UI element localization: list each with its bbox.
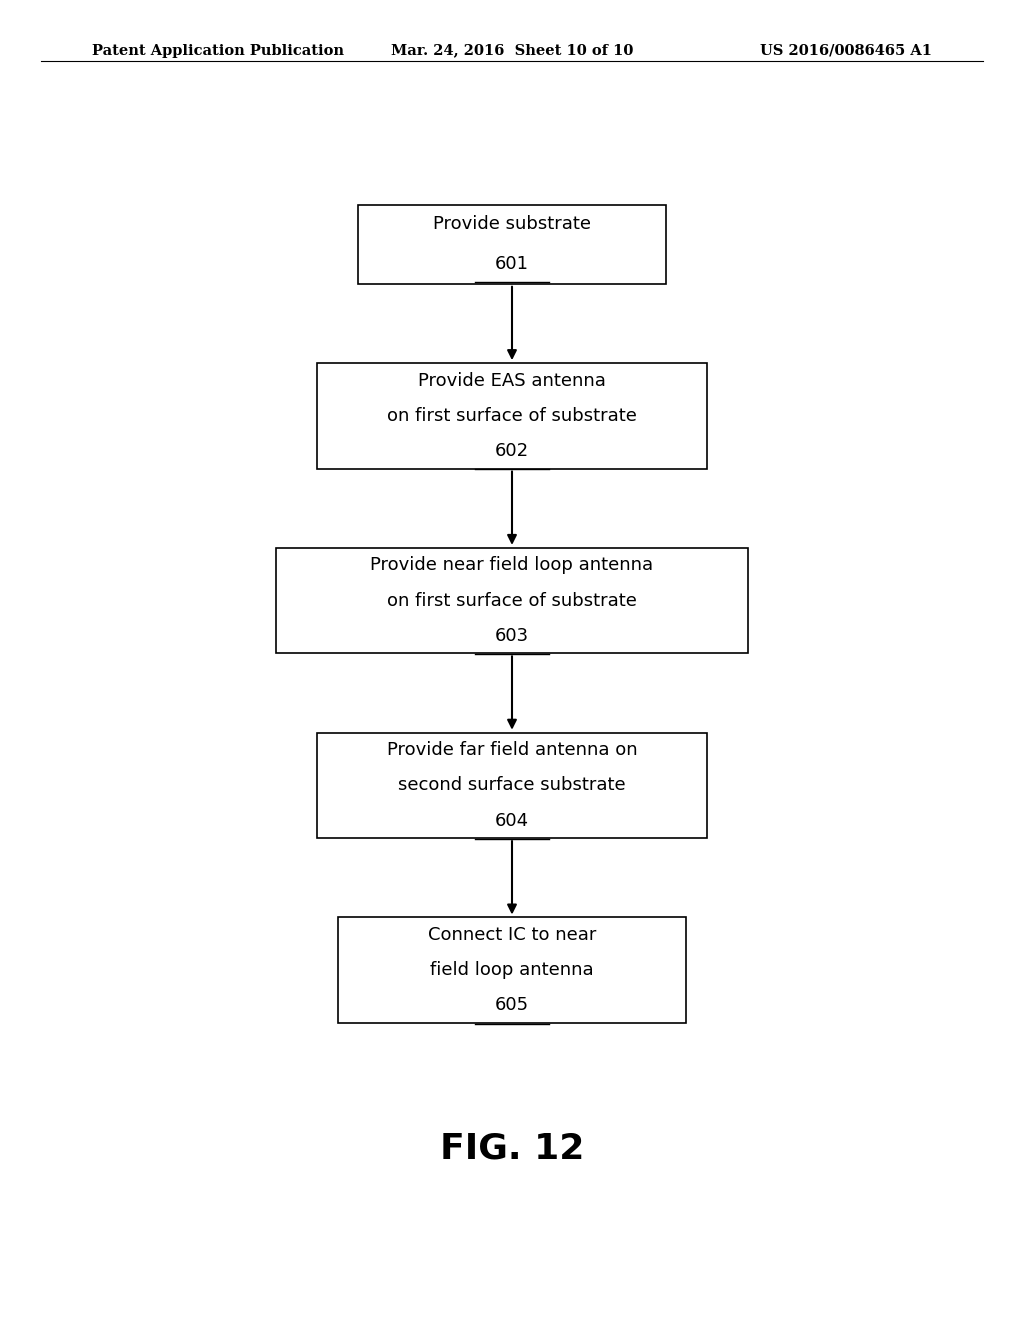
Text: Connect IC to near: Connect IC to near <box>428 927 596 944</box>
Text: Mar. 24, 2016  Sheet 10 of 10: Mar. 24, 2016 Sheet 10 of 10 <box>391 44 633 58</box>
Bar <box>358 205 666 284</box>
Text: 603: 603 <box>495 627 529 644</box>
Bar <box>317 733 707 838</box>
Text: second surface substrate: second surface substrate <box>398 776 626 795</box>
Text: 601: 601 <box>495 255 529 273</box>
Text: 605: 605 <box>495 997 529 1014</box>
Text: FIG. 12: FIG. 12 <box>440 1131 584 1166</box>
Text: Provide substrate: Provide substrate <box>433 215 591 234</box>
Text: 602: 602 <box>495 442 529 459</box>
Bar <box>317 363 707 469</box>
Text: on first surface of substrate: on first surface of substrate <box>387 591 637 610</box>
Text: US 2016/0086465 A1: US 2016/0086465 A1 <box>760 44 932 58</box>
Text: on first surface of substrate: on first surface of substrate <box>387 407 637 425</box>
Text: field loop antenna: field loop antenna <box>430 961 594 979</box>
Text: Provide near field loop antenna: Provide near field loop antenna <box>371 557 653 574</box>
Text: Provide EAS antenna: Provide EAS antenna <box>418 372 606 389</box>
Text: 604: 604 <box>495 812 529 829</box>
Text: Patent Application Publication: Patent Application Publication <box>92 44 344 58</box>
Text: Provide far field antenna on: Provide far field antenna on <box>387 742 637 759</box>
Bar <box>276 548 748 653</box>
Bar <box>338 917 686 1023</box>
